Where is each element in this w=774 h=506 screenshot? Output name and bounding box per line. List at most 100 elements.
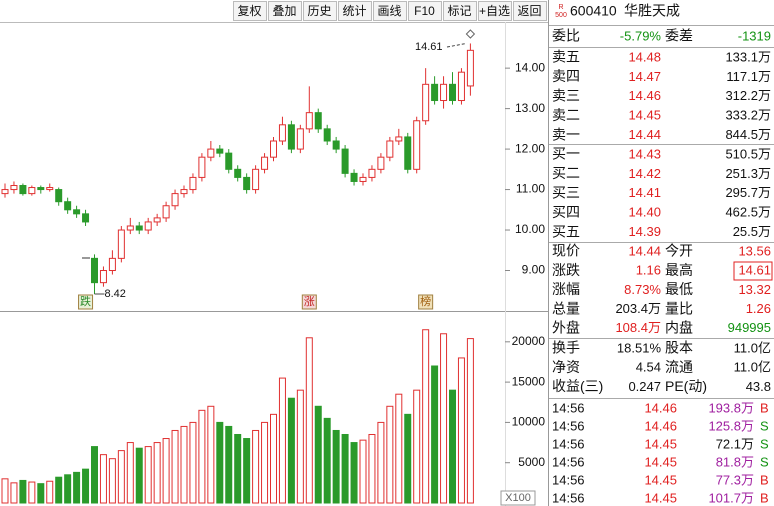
field-value: 18.51% (617, 340, 662, 355)
field-label: 涨幅 (552, 281, 580, 297)
toolbar-label[interactable]: 返回 (517, 4, 541, 18)
book-price: 14.48 (628, 49, 661, 64)
field-value: 0.247 (628, 379, 661, 394)
candle-body (431, 83, 439, 102)
event-marker[interactable] (301, 294, 317, 310)
candle-body (466, 49, 474, 87)
toolbar-button[interactable] (233, 1, 267, 21)
high-box (733, 261, 773, 281)
candle-body (225, 152, 233, 170)
book-price: 14.46 (628, 88, 661, 103)
volume-bar (278, 377, 286, 504)
volume-bar (64, 474, 72, 504)
candle-body (404, 136, 412, 170)
event-label[interactable]: 榜 (420, 294, 431, 308)
field-label: 外盘 (552, 320, 580, 336)
field-label: 总量 (552, 300, 580, 316)
y-tick-label: 13.00 (515, 101, 545, 115)
toolbar-button[interactable] (303, 1, 337, 21)
toolbar-label[interactable]: 统计 (342, 4, 366, 18)
volume-bar (386, 405, 394, 504)
volume-bar (243, 438, 251, 504)
field-value: -1319 (738, 28, 771, 43)
toolbar-label[interactable]: 历史 (307, 4, 331, 18)
toolbar-button[interactable] (338, 1, 372, 21)
toolbar-label[interactable]: 标记 (447, 4, 471, 18)
toolbar-button[interactable] (268, 1, 302, 21)
candle-body (207, 148, 215, 158)
toolbar-button[interactable] (443, 1, 477, 21)
event-label[interactable]: 涨 (304, 295, 315, 308)
tick-volume: 77.3万 (716, 472, 754, 487)
candle-body (153, 217, 161, 223)
tick-volume: 125.8万 (708, 418, 754, 433)
candle-body (126, 225, 134, 231)
candle-body (1, 189, 9, 195)
tick-price: 14.45 (644, 454, 677, 469)
tick-time: 14:56 (552, 418, 585, 433)
candle-body (413, 120, 421, 170)
toolbar-label[interactable]: F10 (414, 4, 435, 18)
v-tick-label: 10000 (512, 415, 546, 429)
toolbar-button[interactable] (513, 1, 547, 21)
badge-bottom: 500 (555, 12, 567, 19)
toolbar-button[interactable] (408, 1, 442, 21)
field-value: 8.73% (624, 282, 661, 297)
candle-body (296, 128, 304, 150)
toolbar-label[interactable]: 复权 (237, 4, 261, 18)
candle-body (28, 187, 36, 195)
field-value: 14.44 (628, 243, 661, 258)
field-label: 净资 (552, 359, 580, 375)
toolbar-label[interactable]: 叠加 (272, 4, 296, 18)
candle-body (135, 225, 143, 231)
volume-bar (1, 478, 9, 504)
high-pointer (446, 42, 467, 48)
tick-price: 14.45 (644, 490, 677, 505)
book-price: 14.44 (628, 127, 661, 142)
volume-bar (19, 479, 27, 504)
toolbar-label[interactable]: 画线 (377, 4, 401, 18)
event-marker[interactable] (78, 294, 94, 310)
tick-side: B (760, 472, 769, 487)
tick-volume: 101.7万 (708, 490, 754, 505)
field-value: 13.32 (738, 282, 771, 297)
book-label: 卖三 (552, 88, 580, 104)
field-value: 11.0亿 (734, 360, 771, 375)
volume-bar (440, 333, 448, 504)
candle-body (37, 187, 45, 191)
toolbar-button[interactable] (373, 1, 407, 21)
book-volume: 462.5万 (725, 205, 771, 220)
book-volume: 25.5万 (733, 224, 771, 239)
volume-bar (431, 365, 439, 504)
volume-bar (261, 421, 269, 504)
event-label[interactable]: 跌 (80, 294, 91, 308)
tick-time: 14:56 (552, 436, 585, 451)
candle-body (189, 176, 197, 191)
candle-body (10, 185, 18, 191)
volume-bar (234, 433, 242, 504)
tick-side: S (760, 436, 769, 451)
candle-body (108, 257, 116, 272)
volume-bar (287, 397, 295, 504)
book-price: 14.47 (628, 69, 661, 84)
v-tick-label: 15000 (512, 374, 546, 388)
toolbar-label[interactable]: +自选 (479, 4, 510, 18)
candle-body (252, 168, 260, 191)
volume-bar (162, 438, 170, 504)
book-volume: 844.5万 (725, 127, 771, 142)
candle-body (270, 140, 277, 158)
field-value: -5.79% (620, 28, 662, 43)
candle-body (91, 257, 98, 284)
event-marker[interactable] (418, 294, 434, 310)
unit-box (500, 490, 536, 506)
book-volume: 295.7万 (725, 185, 771, 200)
book-label: 卖二 (552, 107, 580, 123)
field-label: 现价 (552, 243, 580, 259)
tick-side: S (760, 418, 769, 433)
flag-icon (465, 29, 476, 39)
toolbar-button[interactable] (478, 1, 512, 21)
book-volume: 251.3万 (725, 166, 771, 181)
book-price: 14.40 (628, 205, 661, 220)
volume-bar (395, 393, 403, 504)
volume-bar (198, 409, 206, 504)
